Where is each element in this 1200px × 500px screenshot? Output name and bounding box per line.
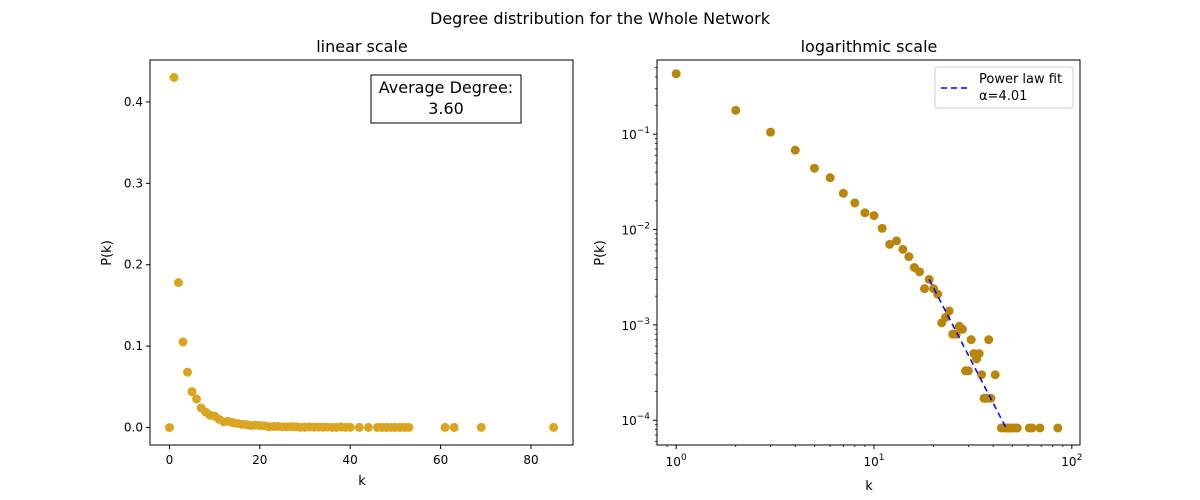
linear-x-tick-label: 40 <box>343 453 358 467</box>
linear-x-ticks: 0 20 40 60 80 <box>166 445 539 467</box>
linear-x-tick-label: 80 <box>523 453 538 467</box>
average-degree-box: Average Degree: 3.60 <box>370 74 522 124</box>
linear-data-point <box>549 422 559 432</box>
log-data-point <box>885 239 895 249</box>
log-data-point <box>731 105 741 115</box>
log-y-ticks: 10−4 10−3 10−2 10−1 <box>621 126 657 428</box>
log-data-point <box>892 236 902 246</box>
figure-title: Degree distribution for the Whole Networ… <box>430 9 771 28</box>
log-data-point <box>966 335 976 345</box>
linear-axes-frame <box>149 59 574 446</box>
linear-data-point <box>354 422 364 432</box>
log-y-axis-label: P(k) <box>593 240 608 266</box>
linear-data-point <box>449 422 459 432</box>
log-y-tick-label: 10−3 <box>621 317 650 333</box>
log-panel-title: logarithmic scale <box>801 37 938 56</box>
linear-data-point <box>192 394 202 404</box>
linear-data-points <box>164 73 559 432</box>
log-x-axis-label: k <box>865 479 873 494</box>
legend-frame <box>934 66 1074 109</box>
log-data-point <box>869 211 879 221</box>
log-y-tick-label: 10−1 <box>621 126 650 142</box>
linear-data-point <box>404 422 414 432</box>
linear-data-point <box>178 337 188 347</box>
linear-scale-panel: linear scale 0 20 40 60 80 0.0 0.1 0.2 0.3 0.4 k… <box>100 37 574 489</box>
logarithmic-scale-panel: logarithmic scale 100 101 102 10−4 10−3 10−2… <box>593 37 1082 494</box>
log-data-point <box>915 267 925 277</box>
linear-y-tick-label: 0.2 <box>124 258 143 272</box>
log-data-point <box>809 163 819 173</box>
legend-label-fit: Power law fit <box>979 72 1062 87</box>
log-x-tick-label: 100 <box>666 453 687 469</box>
log-data-point <box>974 349 984 359</box>
legend: Power law fit α=4.01 <box>934 66 1074 109</box>
linear-y-ticks: 0.0 0.1 0.2 0.3 0.4 <box>124 95 150 435</box>
log-data-point <box>977 370 987 380</box>
log-data-point <box>919 284 929 294</box>
average-degree-label: Average Degree: <box>379 78 513 97</box>
log-data-point <box>944 306 954 316</box>
log-data-point <box>1012 423 1022 433</box>
linear-y-tick-label: 0.0 <box>124 421 143 435</box>
log-data-point <box>904 252 914 262</box>
linear-x-tick-label: 0 <box>166 453 174 467</box>
linear-data-point <box>183 367 193 377</box>
linear-data-point <box>173 278 183 288</box>
log-x-tick-label: 101 <box>863 453 884 469</box>
linear-y-tick-label: 0.3 <box>124 176 143 190</box>
log-data-point <box>790 145 800 155</box>
log-data-point <box>766 127 776 137</box>
linear-y-tick-label: 0.1 <box>124 339 143 353</box>
log-data-point <box>957 324 967 334</box>
legend-label-alpha: α=4.01 <box>979 89 1027 104</box>
log-x-ticks: 100 101 102 <box>666 445 1082 469</box>
linear-x-axis-label: k <box>358 474 366 489</box>
power-law-fit-line <box>928 279 1008 431</box>
log-data-point <box>838 188 848 198</box>
average-degree-value: 3.60 <box>428 99 464 118</box>
log-data-point <box>877 223 887 233</box>
log-data-point <box>860 208 870 218</box>
log-data-point <box>825 173 835 183</box>
log-y-tick-label: 10−4 <box>621 412 650 428</box>
log-axes-frame <box>656 59 1081 446</box>
log-y-tick-label: 10−2 <box>621 222 650 238</box>
log-data-point <box>1053 423 1063 433</box>
linear-data-point <box>169 73 179 82</box>
linear-data-point <box>345 422 355 432</box>
linear-data-point <box>363 422 373 432</box>
linear-x-tick-label: 60 <box>433 453 448 467</box>
log-data-point <box>850 198 860 208</box>
log-data-point <box>1035 423 1045 433</box>
linear-data-point <box>164 423 174 432</box>
linear-data-point <box>440 422 450 432</box>
log-data-point <box>898 244 908 254</box>
linear-data-point <box>187 387 197 397</box>
linear-data-point <box>476 422 486 432</box>
log-data-point <box>984 335 994 345</box>
log-data-point <box>671 69 681 79</box>
linear-panel-title: linear scale <box>316 37 408 56</box>
log-x-tick-label: 102 <box>1061 453 1082 469</box>
log-data-point <box>963 366 973 376</box>
linear-y-axis-label: P(k) <box>100 240 115 266</box>
linear-x-tick-label: 20 <box>252 453 267 467</box>
log-data-point <box>990 370 1000 380</box>
linear-y-tick-label: 0.4 <box>124 95 143 109</box>
average-degree-box-frame <box>370 74 522 124</box>
log-data-point <box>1027 423 1037 433</box>
